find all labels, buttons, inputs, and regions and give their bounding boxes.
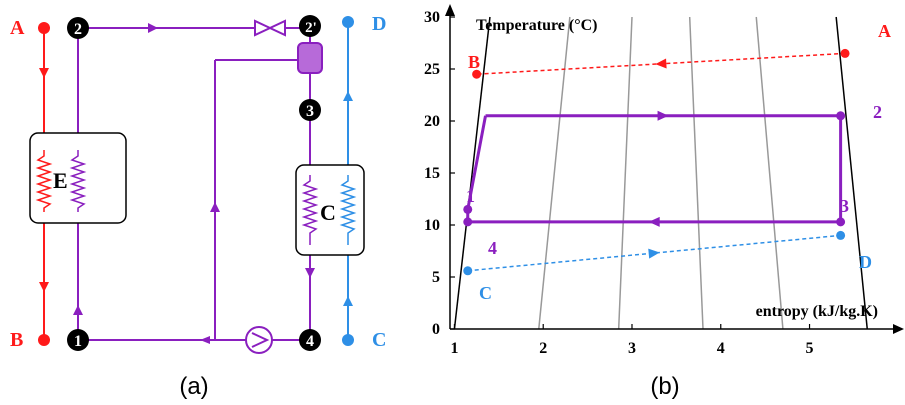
saturation-curve-left bbox=[453, 16, 491, 330]
chart-ticks: 1 2 3 4 5 0 5 10 15 20 25 30 bbox=[424, 9, 814, 357]
flow-arrow-icon bbox=[210, 202, 220, 212]
x-tick-label: 1 bbox=[450, 340, 458, 357]
isobar-line-1 bbox=[617, 16, 633, 330]
y-tick-label: 15 bbox=[424, 165, 440, 182]
port-c-label: C bbox=[372, 329, 386, 351]
point-label-c: C bbox=[479, 283, 492, 303]
point-label-d: D bbox=[859, 252, 872, 272]
x-axis-label: entropy (kJ/kg.K) bbox=[756, 303, 878, 320]
x-tick-label: 2 bbox=[539, 340, 547, 357]
port-b-label: B bbox=[10, 329, 23, 351]
chart-markers bbox=[463, 48, 850, 276]
marker-point-c bbox=[463, 266, 473, 276]
panel-a-caption: (a) bbox=[179, 373, 208, 400]
panel-b-caption: (b) bbox=[650, 373, 679, 400]
port-b-dot bbox=[38, 334, 50, 346]
chart-series bbox=[466, 52, 846, 272]
point-label-b: B bbox=[468, 52, 480, 72]
heat-exchanger-coil-icon bbox=[301, 175, 319, 245]
flow-arrow-icon bbox=[39, 68, 49, 78]
port-d-dot bbox=[342, 16, 354, 28]
x-tick-label: 4 bbox=[717, 340, 725, 357]
flow-arrow-icon bbox=[343, 296, 353, 306]
marker-point-1 bbox=[463, 204, 473, 214]
isobar-line-2 bbox=[688, 16, 704, 330]
flow-arrow-icon bbox=[648, 216, 660, 227]
panel-b-chart: 1 2 3 4 5 0 5 10 15 20 25 30 A B C D 1 2 3 4 Temper… bbox=[424, 4, 904, 400]
point-label-2: 2 bbox=[873, 102, 882, 122]
isobar-line-0 bbox=[538, 16, 571, 330]
panel-a-schematic: A B D C bbox=[10, 13, 386, 400]
marker-point-d bbox=[836, 230, 846, 240]
heat-exchanger-coil-icon bbox=[339, 175, 357, 245]
series-line-0 bbox=[466, 114, 843, 224]
x-tick-label: 3 bbox=[628, 340, 636, 357]
saturation-curve-right bbox=[835, 16, 868, 330]
point-label-a: A bbox=[878, 21, 891, 41]
evaporator-label: E bbox=[53, 168, 68, 193]
flow-arrow-icon bbox=[148, 23, 158, 33]
marker-point-a bbox=[840, 48, 850, 58]
flow-arrow-icon bbox=[39, 282, 49, 292]
flow-arrow-icon bbox=[200, 336, 210, 344]
saturation-dome bbox=[453, 16, 868, 330]
y-tick-label: 10 bbox=[424, 217, 440, 234]
flow-arrow-icon bbox=[305, 268, 315, 278]
chart-point-labels: A B C D 1 2 3 4 bbox=[466, 21, 891, 303]
isobar-line-3 bbox=[755, 16, 784, 330]
pump-icon bbox=[245, 326, 273, 354]
marker-point-b bbox=[472, 69, 482, 79]
marker-point-4 bbox=[463, 217, 473, 227]
state-point-2-circle bbox=[67, 17, 89, 39]
port-c-dot bbox=[342, 334, 354, 346]
heat-exchanger-coil-icon bbox=[69, 150, 87, 212]
y-axis-arrow bbox=[445, 4, 455, 16]
state-point-2prime-circle bbox=[299, 15, 321, 37]
state-point-4-label: 4 bbox=[306, 333, 314, 350]
x-axis-arrow bbox=[893, 324, 904, 334]
port-a-dot bbox=[38, 22, 50, 34]
y-tick-label: 0 bbox=[432, 321, 440, 338]
marker-point-3 bbox=[836, 217, 846, 227]
point-label-3: 3 bbox=[840, 196, 849, 216]
point-label-4: 4 bbox=[488, 238, 497, 258]
state-point-2prime-label: 2' bbox=[305, 20, 317, 36]
marker-point-2 bbox=[836, 111, 846, 121]
x-tick-label: 5 bbox=[806, 340, 814, 357]
flow-arrow-icon bbox=[655, 58, 667, 69]
evaporator: E bbox=[29, 132, 127, 224]
separator-icon bbox=[297, 42, 323, 74]
heat-exchanger-coil-icon bbox=[35, 150, 53, 212]
y-tick-label: 5 bbox=[432, 269, 440, 286]
condenser-label: C bbox=[320, 200, 336, 225]
state-point-2-label: 2 bbox=[74, 21, 82, 38]
state-point-3-label: 3 bbox=[306, 103, 314, 120]
y-tick-label: 30 bbox=[424, 9, 440, 26]
flow-arrow-icon bbox=[657, 110, 669, 121]
point-label-1: 1 bbox=[466, 186, 475, 206]
state-point-4-circle bbox=[299, 329, 321, 351]
flow-arrow-icon bbox=[343, 91, 353, 101]
port-d-label: D bbox=[372, 13, 386, 35]
flow-arrow-icon bbox=[648, 248, 660, 259]
flow-arrow-icon bbox=[73, 305, 83, 315]
state-point-1-label: 1 bbox=[74, 333, 82, 350]
y-axis-label: Temperature (°C) bbox=[476, 17, 597, 34]
expansion-valve-icon bbox=[254, 19, 286, 37]
port-a-label: A bbox=[10, 17, 25, 39]
y-tick-label: 20 bbox=[424, 113, 440, 130]
y-tick-label: 25 bbox=[424, 61, 440, 78]
condenser: C bbox=[295, 164, 365, 256]
state-point-1-circle bbox=[67, 329, 89, 351]
state-point-3-circle bbox=[299, 99, 321, 121]
